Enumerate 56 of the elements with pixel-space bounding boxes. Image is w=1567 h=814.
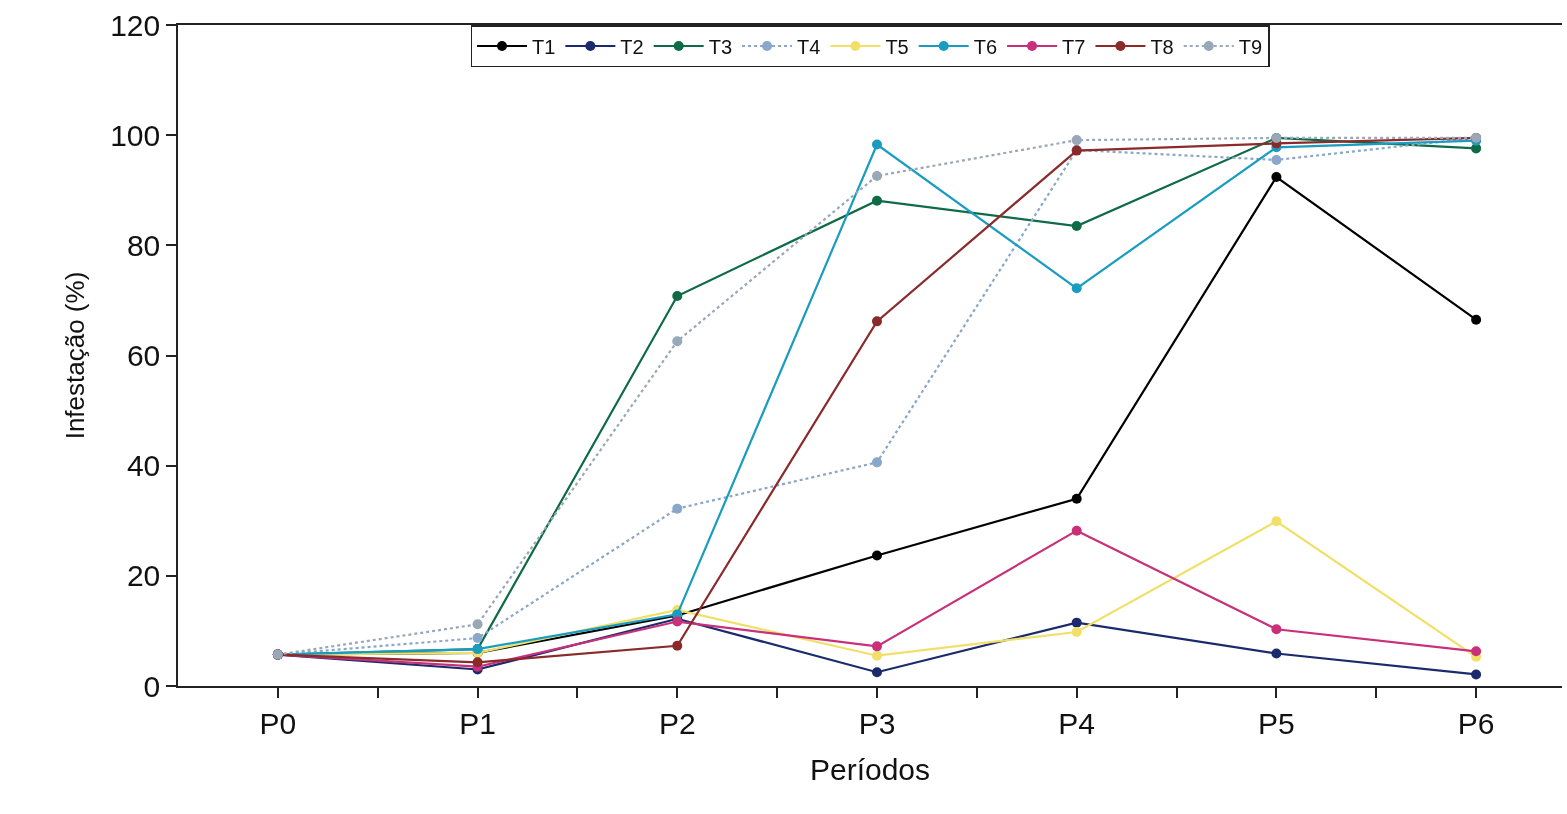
x-tick-label: P6	[1457, 706, 1495, 740]
point	[672, 503, 683, 514]
y-tick-label: 60	[126, 339, 161, 372]
point	[871, 195, 882, 206]
y-tick-label: 20	[126, 559, 161, 593]
y-tick-label: 0	[143, 669, 161, 703]
point	[1471, 669, 1482, 680]
x-tick-label: P5	[1258, 706, 1295, 740]
y-axis-title: Infestação (%)	[60, 271, 91, 440]
legend-label: T8	[1150, 35, 1174, 58]
point	[1071, 493, 1082, 504]
point	[672, 291, 683, 302]
legend-label: T2	[620, 35, 644, 58]
point	[871, 641, 882, 652]
point	[1071, 627, 1082, 638]
point	[672, 336, 683, 347]
point	[1071, 525, 1082, 536]
legend-label: T6	[973, 35, 998, 58]
y-tick-label: 120	[110, 8, 161, 42]
legend-label: T3	[708, 35, 733, 58]
point	[472, 657, 483, 668]
point	[871, 457, 882, 468]
point	[1271, 172, 1282, 183]
point	[472, 619, 483, 630]
legend-label: T5	[885, 35, 909, 58]
y-tick-label: 100	[110, 118, 161, 152]
point	[1271, 154, 1282, 165]
point	[672, 640, 683, 651]
x-axis-title: Períodos	[809, 752, 931, 786]
legend-label: T9	[1238, 35, 1263, 58]
point	[871, 550, 882, 561]
point	[871, 667, 882, 678]
point	[1271, 624, 1282, 635]
point	[871, 650, 882, 661]
x-tick-label: P4	[1058, 706, 1096, 740]
x-tick-label: P3	[858, 706, 896, 740]
point	[871, 139, 882, 150]
x-tick-label: P0	[259, 706, 297, 740]
point	[1471, 314, 1482, 325]
x-tick-label: P2	[658, 706, 696, 740]
legend-label: T4	[797, 35, 821, 58]
y-tick-label: 80	[126, 228, 161, 262]
legend-label: T7	[1062, 35, 1086, 58]
legend-label: T1	[532, 35, 556, 58]
x-tick-label: P1	[459, 706, 496, 740]
point	[1071, 221, 1082, 232]
y-tick-label: 40	[126, 449, 161, 483]
point	[1071, 283, 1082, 294]
point	[1271, 648, 1282, 659]
point	[1071, 135, 1082, 146]
point	[871, 316, 882, 327]
point	[1471, 646, 1482, 657]
point	[1071, 617, 1082, 628]
point	[871, 170, 882, 181]
point	[1271, 516, 1282, 527]
point	[472, 633, 483, 644]
